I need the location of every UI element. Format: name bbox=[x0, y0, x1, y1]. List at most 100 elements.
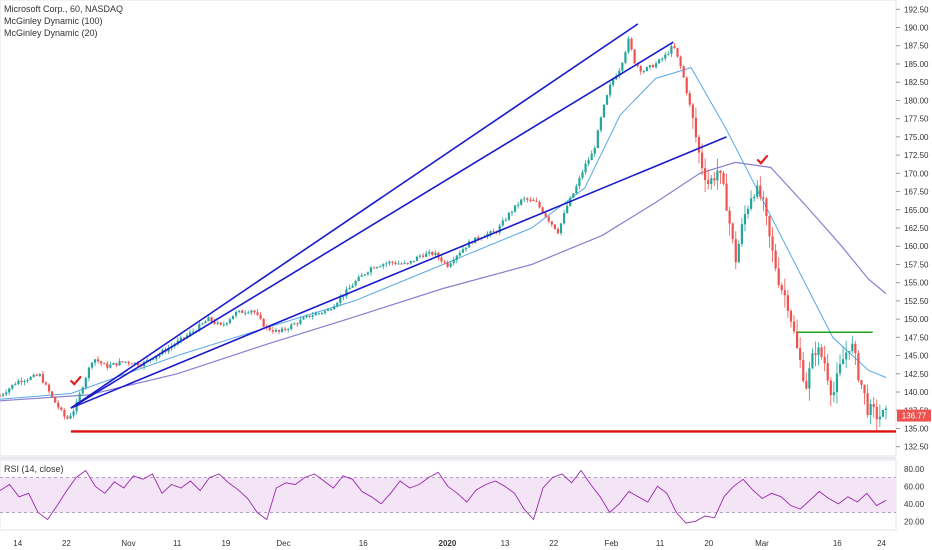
candle-body bbox=[630, 38, 633, 50]
candle-body bbox=[777, 268, 780, 286]
candle-body bbox=[409, 261, 412, 264]
y-tick-label: 135.00 bbox=[904, 424, 929, 433]
candle-body bbox=[878, 416, 881, 420]
candle-body bbox=[658, 59, 661, 64]
candle-body bbox=[354, 280, 357, 286]
candle-body bbox=[204, 321, 207, 324]
candle-body bbox=[268, 327, 271, 331]
candle-body bbox=[756, 185, 759, 197]
candle-body bbox=[412, 260, 415, 262]
candle-body bbox=[431, 252, 434, 255]
candle-body bbox=[72, 411, 75, 416]
candle-body bbox=[418, 255, 422, 257]
candle-body bbox=[529, 199, 532, 201]
candle-body bbox=[648, 65, 652, 68]
candle-body bbox=[642, 71, 645, 73]
x-tick-label: 13 bbox=[501, 539, 510, 548]
y-tick-label: 150.00 bbox=[904, 315, 929, 324]
candle-body bbox=[829, 380, 832, 396]
candle-body bbox=[425, 253, 428, 257]
candle-body bbox=[75, 401, 78, 412]
x-tick-label: 2020 bbox=[439, 539, 457, 548]
x-tick-label: Dec bbox=[276, 539, 290, 548]
candle-body bbox=[664, 54, 667, 59]
candle-body bbox=[382, 264, 385, 267]
candle-body bbox=[293, 323, 296, 325]
candle-body bbox=[302, 317, 305, 320]
candle-body bbox=[556, 229, 560, 234]
candle-body bbox=[817, 347, 820, 356]
candle-body bbox=[336, 302, 339, 307]
candle-body bbox=[593, 148, 596, 154]
candle-body bbox=[547, 216, 550, 222]
candle-body bbox=[578, 177, 581, 187]
candle-body bbox=[1, 394, 5, 396]
chart-title: Microsoft Corp., 60, NASDAQ bbox=[4, 4, 124, 14]
candle-body bbox=[881, 409, 885, 417]
candle-body bbox=[513, 205, 517, 212]
y-tick-label: 165.00 bbox=[904, 206, 929, 215]
candle-body bbox=[348, 287, 351, 290]
candle-body bbox=[17, 380, 20, 385]
candle-body bbox=[299, 319, 302, 324]
candle-body bbox=[290, 324, 293, 329]
candle-body bbox=[14, 384, 17, 386]
candle-body bbox=[863, 384, 866, 394]
candle-body bbox=[115, 363, 118, 366]
candle-body bbox=[535, 200, 538, 202]
candle-body bbox=[244, 312, 247, 314]
candle-body bbox=[446, 262, 449, 267]
candle-body bbox=[54, 396, 57, 403]
candle-body bbox=[654, 63, 658, 68]
candle-body bbox=[198, 324, 201, 331]
candle-body bbox=[651, 65, 655, 68]
candle-body bbox=[458, 252, 461, 256]
candle-body bbox=[23, 380, 26, 383]
candle-body bbox=[262, 318, 265, 327]
candle-body bbox=[670, 46, 673, 54]
candle-body bbox=[403, 262, 406, 264]
candle-body bbox=[93, 359, 97, 363]
rsi-band bbox=[0, 477, 896, 513]
candle-body bbox=[697, 137, 701, 153]
candle-body bbox=[225, 322, 228, 325]
candle-body bbox=[627, 38, 630, 53]
candle-body bbox=[38, 374, 41, 376]
candle-body bbox=[621, 62, 624, 71]
y-tick-label: 187.50 bbox=[904, 42, 929, 51]
candle-body bbox=[467, 241, 471, 248]
candle-body bbox=[20, 380, 23, 383]
candle-body bbox=[155, 356, 158, 360]
x-tick-label: 11 bbox=[173, 539, 182, 548]
chart-legend: Microsoft Corp., 60, NASDAQ McGinley Dyn… bbox=[4, 3, 123, 39]
candle-body bbox=[84, 377, 87, 388]
x-tick-label: Feb bbox=[604, 539, 618, 548]
candle-body bbox=[60, 407, 63, 410]
candle-body bbox=[526, 198, 529, 200]
md100-line bbox=[0, 161, 887, 402]
candle-body bbox=[388, 261, 391, 264]
y-tick-label: 162.50 bbox=[904, 224, 929, 233]
candle-body bbox=[860, 380, 863, 385]
candle-body bbox=[253, 310, 256, 313]
candle-body bbox=[510, 211, 514, 213]
candle-body bbox=[455, 255, 458, 261]
candle-body bbox=[32, 374, 35, 377]
candle-body bbox=[400, 263, 403, 265]
candle-body bbox=[498, 225, 501, 233]
candle-body bbox=[612, 79, 615, 85]
x-tick-label: 20 bbox=[704, 539, 713, 548]
candle-body bbox=[492, 231, 495, 233]
x-tick-label: 16 bbox=[833, 539, 842, 548]
candle-body bbox=[69, 415, 72, 419]
trendline bbox=[70, 23, 639, 409]
candle-body bbox=[311, 315, 314, 317]
candle-body bbox=[0, 395, 2, 397]
candle-body bbox=[247, 312, 250, 314]
candle-body bbox=[385, 263, 388, 265]
candle-body bbox=[369, 267, 373, 273]
x-tick-label: Nov bbox=[121, 539, 135, 548]
candle-body bbox=[832, 392, 835, 396]
y-tick-label: 180.00 bbox=[904, 96, 929, 105]
candle-body bbox=[872, 404, 875, 407]
